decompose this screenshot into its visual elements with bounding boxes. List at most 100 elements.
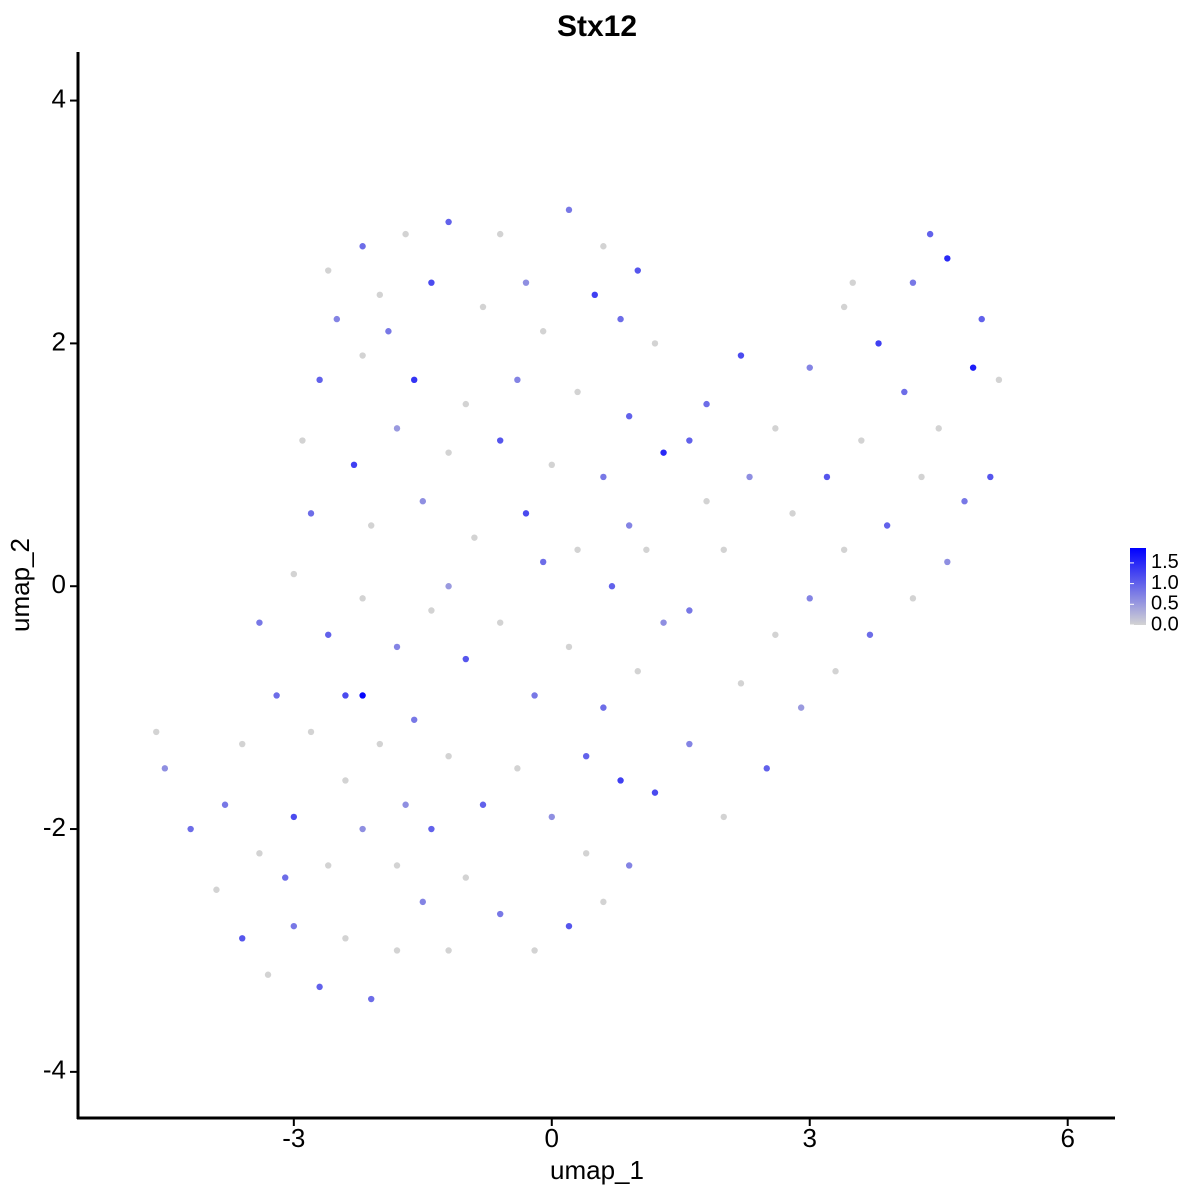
cell-point bbox=[239, 935, 246, 942]
cell-point bbox=[737, 352, 745, 359]
cell-point bbox=[574, 546, 581, 553]
cell-point bbox=[625, 413, 633, 420]
cell-point bbox=[393, 947, 401, 954]
cell-point bbox=[471, 534, 478, 541]
cell-point bbox=[935, 425, 942, 432]
cell-point bbox=[840, 303, 848, 311]
cell-point bbox=[368, 522, 375, 529]
cell-point bbox=[479, 303, 487, 311]
cell-point bbox=[978, 315, 985, 323]
cell-point bbox=[625, 862, 633, 869]
cell-point bbox=[393, 862, 401, 869]
cell-point bbox=[969, 364, 977, 371]
cell-point bbox=[944, 558, 951, 566]
cell-point bbox=[411, 716, 418, 723]
cell-point bbox=[479, 801, 487, 808]
cell-point bbox=[428, 279, 435, 286]
cell-point bbox=[651, 340, 659, 347]
cell-point bbox=[608, 583, 616, 590]
x-tick-label: 0 bbox=[545, 1123, 559, 1153]
cell-point bbox=[651, 789, 659, 796]
chart-title: Stx12 bbox=[557, 10, 637, 43]
cell-point bbox=[901, 388, 908, 396]
cell-point bbox=[359, 243, 366, 250]
cell-point bbox=[909, 279, 917, 286]
cell-point bbox=[333, 315, 341, 323]
cell-point bbox=[832, 668, 839, 675]
cell-point bbox=[600, 473, 607, 481]
cell-point bbox=[307, 728, 315, 736]
cell-point bbox=[531, 947, 538, 954]
cell-point bbox=[574, 388, 581, 396]
cell-point bbox=[582, 850, 590, 857]
cell-point bbox=[617, 777, 624, 784]
cell-point bbox=[445, 218, 452, 226]
cell-point bbox=[462, 655, 470, 663]
cell-point bbox=[393, 425, 401, 432]
cell-point bbox=[539, 558, 547, 566]
y-tick-label: -4 bbox=[43, 1055, 66, 1085]
x-axis-label: umap_1 bbox=[550, 1155, 644, 1185]
cell-point bbox=[445, 583, 452, 590]
cell-point bbox=[866, 631, 874, 638]
cell-point bbox=[582, 752, 590, 760]
cell-point bbox=[256, 619, 263, 626]
cell-point bbox=[806, 595, 813, 602]
cell-point bbox=[763, 765, 770, 772]
cell-point bbox=[772, 631, 779, 638]
cell-point bbox=[359, 595, 366, 602]
cell-point bbox=[462, 400, 470, 408]
cell-point bbox=[428, 607, 435, 614]
cell-point bbox=[514, 376, 521, 384]
cell-point bbox=[187, 825, 194, 833]
cell-point bbox=[290, 922, 298, 930]
cell-point bbox=[600, 243, 607, 250]
cell-point bbox=[918, 473, 925, 481]
cell-point bbox=[419, 898, 427, 906]
cell-point bbox=[514, 765, 521, 772]
cell-point bbox=[565, 922, 573, 930]
cell-point bbox=[565, 643, 573, 651]
cell-point bbox=[316, 983, 323, 991]
cell-point bbox=[350, 461, 358, 469]
cell-point bbox=[600, 898, 607, 906]
legend-tick-label: 0.5 bbox=[1151, 593, 1179, 615]
cell-point bbox=[858, 437, 865, 444]
cell-point bbox=[393, 643, 401, 651]
cell-point bbox=[926, 230, 934, 238]
cell-point bbox=[359, 352, 366, 359]
cell-point bbox=[746, 473, 753, 481]
cell-point bbox=[617, 315, 624, 323]
cell-point bbox=[368, 995, 375, 1003]
cell-point bbox=[944, 255, 951, 262]
cell-point bbox=[539, 328, 547, 335]
cell-point bbox=[496, 619, 504, 626]
cell-point bbox=[402, 230, 409, 238]
cell-point bbox=[548, 813, 555, 821]
cell-point bbox=[342, 777, 349, 784]
cell-point bbox=[359, 692, 366, 699]
cell-point bbox=[161, 765, 169, 772]
cell-point bbox=[660, 449, 667, 456]
cell-point bbox=[703, 400, 710, 408]
cell-point bbox=[256, 850, 263, 857]
cell-point bbox=[385, 328, 392, 335]
cell-point bbox=[909, 595, 917, 602]
x-tick-label: 3 bbox=[803, 1123, 817, 1153]
cell-point bbox=[660, 619, 667, 626]
cell-point bbox=[565, 206, 573, 214]
x-tick-label: 6 bbox=[1060, 1123, 1074, 1153]
cell-point bbox=[643, 546, 650, 553]
cell-point bbox=[737, 680, 745, 687]
cell-point bbox=[462, 874, 470, 881]
cell-point bbox=[213, 886, 220, 893]
y-tick-label: -2 bbox=[43, 812, 66, 842]
cell-point bbox=[290, 813, 298, 821]
x-tick-label: -3 bbox=[282, 1123, 305, 1153]
color-bar bbox=[1130, 548, 1146, 625]
cell-point bbox=[961, 498, 968, 505]
cell-point bbox=[428, 825, 435, 833]
cell-point bbox=[325, 631, 332, 638]
legend-tick-label: 1.5 bbox=[1151, 551, 1179, 573]
